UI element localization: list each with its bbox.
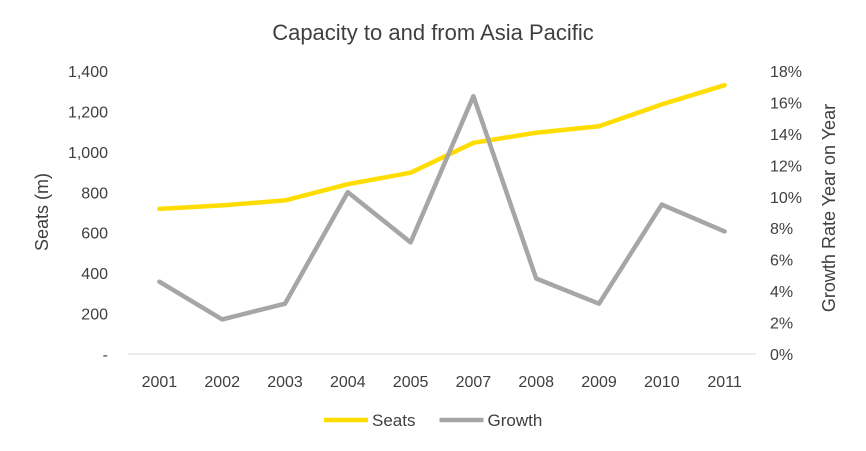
y2-tick-label: 16% (770, 95, 802, 112)
x-tick-label: 2005 (393, 374, 429, 391)
y-tick-label: 200 (81, 307, 108, 324)
series-line-seats (157, 82, 727, 212)
series-lines (157, 82, 727, 322)
y2-axis-ticks: 0% 2% 4% 6% 8% 10% 12% 14% 16% 18% (770, 64, 802, 364)
y2-tick-label: 6% (770, 253, 793, 270)
y-tick-label: 1,000 (68, 145, 108, 162)
y2-tick-label: 10% (770, 190, 802, 207)
x-axis-ticks: 2001 2002 2003 2004 2005 2007 2008 2009 2010 2011 (142, 374, 742, 391)
x-tick-label: 2001 (142, 374, 178, 391)
y-tick-label: 1,200 (68, 104, 108, 121)
y-tick-label: 600 (81, 226, 108, 243)
legend-label-seats: Seats (372, 411, 415, 430)
y2-tick-label: 0% (770, 347, 793, 364)
y-tick-label: 1,400 (68, 64, 108, 81)
x-tick-label: 2010 (644, 374, 680, 391)
y2-tick-label: 14% (770, 127, 802, 144)
x-tick-label: 2008 (518, 374, 554, 391)
y2-tick-label: 4% (770, 284, 793, 301)
x-tick-label: 2007 (456, 374, 492, 391)
x-tick-label: 2009 (581, 374, 617, 391)
chart-title: Capacity to and from Asia Pacific (272, 20, 594, 45)
y2-tick-label: 18% (770, 64, 802, 81)
x-tick-label: 2003 (267, 374, 303, 391)
series-line-growth (157, 93, 727, 322)
y-tick-label: - (103, 347, 108, 364)
y-axis-title: Seats (m) (32, 173, 52, 251)
y-tick-label: 800 (81, 185, 108, 202)
y-axis-ticks: - 200 400 600 800 1,000 1,200 1,400 (68, 64, 108, 364)
legend-label-growth: Growth (488, 411, 543, 430)
x-tick-label: 2004 (330, 374, 366, 391)
legend: Seats Growth (324, 411, 542, 430)
y2-tick-label: 12% (770, 158, 802, 175)
y2-tick-label: 8% (770, 221, 793, 238)
x-tick-label: 2011 (707, 374, 742, 391)
y-tick-label: 400 (81, 266, 108, 283)
x-tick-label: 2002 (204, 374, 240, 391)
y2-axis-title: Growth Rate Year on Year (819, 104, 839, 312)
y2-tick-label: 2% (770, 316, 793, 333)
